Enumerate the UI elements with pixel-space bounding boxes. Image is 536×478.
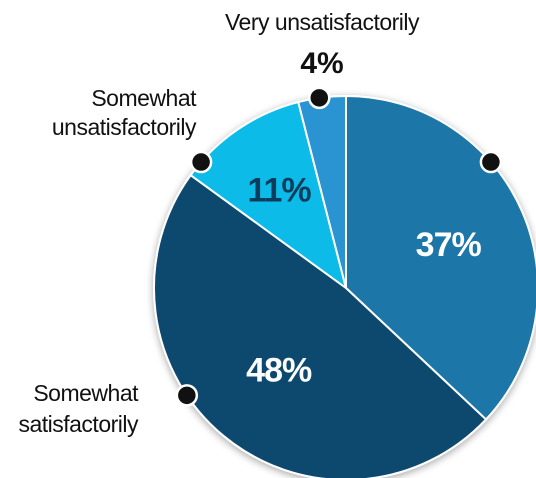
slice-percent-somewhat-satisfactorily: 48% xyxy=(246,351,312,389)
marker-dot-very-unsatisfactorily xyxy=(308,86,331,110)
label-very-unsatisfactorily: Very unsatisfactorily xyxy=(225,9,420,35)
marker-dot-unlabeled xyxy=(479,150,503,174)
marker-dot-somewhat-satisfactorily xyxy=(175,384,199,407)
slice-category-labels: Very unsatisfactorily 4% Somewhat unsati… xyxy=(18,9,420,437)
pie-slice-unlabeled xyxy=(345,94,536,421)
pie-slices xyxy=(153,94,536,478)
slice-percent-unlabeled: 37% xyxy=(416,226,482,264)
label-somewhat-satisfactorily-line2: satisfactorily xyxy=(18,411,139,437)
pie-slice-somewhat-satisfactorily xyxy=(153,173,488,478)
slice-percent-labels: 37% 48% 11% xyxy=(246,172,482,390)
slice-markers xyxy=(175,86,503,407)
label-somewhat-unsatisfactorily-line2: unsatisfactorily xyxy=(52,114,197,140)
label-somewhat-unsatisfactorily-line1: Somewhat xyxy=(91,85,197,111)
label-somewhat-satisfactorily-line1: Somewhat xyxy=(33,380,139,406)
marker-dot-somewhat-unsatisfactorily xyxy=(189,150,213,174)
slice-percent-somewhat-unsatisfactorily: 11% xyxy=(247,172,311,210)
label-very-unsatisfactorily-percent: 4% xyxy=(300,47,343,80)
